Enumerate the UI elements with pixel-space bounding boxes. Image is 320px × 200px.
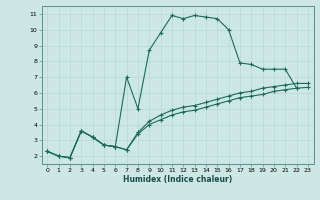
X-axis label: Humidex (Indice chaleur): Humidex (Indice chaleur) xyxy=(123,175,232,184)
